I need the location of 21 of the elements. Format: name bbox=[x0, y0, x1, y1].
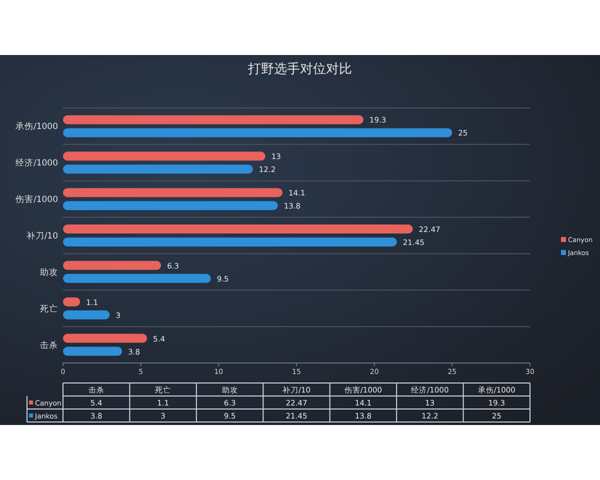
y-tick-label: 承伤/1000 bbox=[16, 121, 58, 132]
bar bbox=[63, 201, 278, 210]
bar bbox=[63, 152, 266, 161]
bar bbox=[63, 188, 282, 198]
bar bbox=[63, 260, 162, 270]
bar bbox=[63, 238, 397, 246]
bar bbox=[63, 115, 364, 124]
chart-title: 打野选手对位对比 bbox=[247, 62, 352, 77]
bar bbox=[63, 346, 122, 356]
y-tick-label: 经济/1000 bbox=[16, 158, 58, 169]
y-tick-label: 伤害/1000 bbox=[16, 194, 58, 206]
bar bbox=[63, 224, 413, 234]
y-tick-label: 助攻 bbox=[40, 266, 58, 278]
bar bbox=[63, 164, 253, 174]
y-tick-label: 击杀 bbox=[40, 340, 58, 351]
bar bbox=[63, 310, 110, 320]
bar bbox=[63, 128, 452, 138]
bar bbox=[63, 334, 148, 343]
y-tick-label: 死亡 bbox=[40, 303, 58, 314]
bar bbox=[63, 274, 211, 283]
y-tick-label: 补刀/10 bbox=[26, 230, 58, 242]
